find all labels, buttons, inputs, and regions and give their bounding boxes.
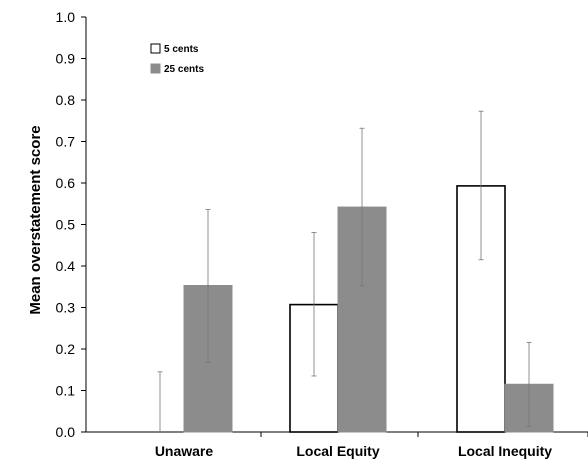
y-tick-label: 0.6 — [56, 175, 76, 191]
y-tick-label: 1.0 — [56, 9, 76, 25]
y-tick-label: 0.0 — [56, 424, 76, 440]
x-tick-label: Local Inequity — [458, 443, 552, 459]
legend-swatch — [150, 63, 161, 74]
legend-label: 5 cents — [164, 44, 199, 55]
axes: 0.0 0.1 0.2 0.3 0.4 0.5 0.6 0.7 0.8 0.9 1.0 Unaware… — [56, 9, 588, 459]
legend: 5 cents 25 cents — [150, 43, 204, 75]
y-tick-label: 0.3 — [56, 300, 76, 316]
y-tick-label: 0.9 — [56, 51, 76, 67]
y-tick-label: 0.1 — [56, 383, 76, 399]
y-tick-label: 0.8 — [56, 92, 76, 108]
y-axis-label: Mean overstatement score — [27, 125, 44, 314]
y-tick-label: 0.4 — [56, 258, 76, 274]
bars — [183, 185, 554, 433]
x-tick-label: Unaware — [155, 443, 214, 459]
y-tick-label: 0.7 — [56, 134, 76, 150]
y-tick-label: 0.5 — [56, 217, 76, 233]
x-tick-label: Local Equity — [296, 443, 379, 459]
legend-swatch — [150, 43, 161, 54]
legend-label: 25 cents — [164, 64, 204, 75]
error-bars — [157, 110, 532, 432]
y-tick-label: 0.2 — [56, 341, 76, 357]
